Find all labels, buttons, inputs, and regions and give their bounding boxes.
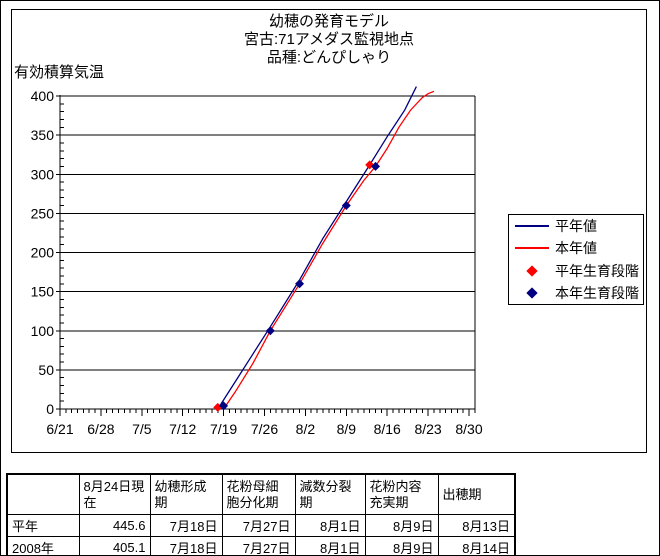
table-cell: 7月18日 [149,536,223,555]
x-axis-tick-label: 8/30 [455,421,482,437]
legend-line-swatch [509,247,555,250]
table-cell: 7月27日 [221,536,296,555]
chart-title: 幼穂の発育モデル 宮古:71アメダス監視地点 品種:どんぴしゃり [11,13,647,67]
table-header-cell [6,473,80,515]
table-header-cell: 出穂期 [437,473,516,515]
x-axis-tick-label: 7/12 [169,421,196,437]
series-line [217,86,417,410]
legend-normal-year-stage: 平年生育段階 [509,260,643,282]
line-sample [515,225,549,228]
table-row-label: 2008年 [6,536,80,555]
y-axis-tick-label: 350 [31,127,55,143]
legend-line-swatch [509,225,555,228]
x-axis-tick-label: 8/23 [414,421,441,437]
chart-title-line1: 幼穂の発育モデル [268,13,389,30]
chart-title-line3: 品種:どんぴしゃり [266,49,392,66]
table-cell: 8月9日 [364,514,439,537]
growth-stage-table: 8月24日現在 幼穂形成期 花粉母細胞分化期 減数分裂期 花粉内容充実期 出穂期 平年 445… [6,473,516,555]
y-axis-tick-label: 150 [31,284,55,300]
chart-plot: 6/21 6/28 7/5 7/12 7/19 7/26 8/2 8/9 8/16 8/23 8/3… [31,86,483,437]
x-axis-tick-label: 8/2 [296,421,316,437]
growth-stage-marker [265,326,275,336]
table-header-row: 8月24日現在 幼穂形成期 花粉母細胞分化期 減数分裂期 花粉内容充実期 出穂期 [6,473,516,515]
y-axis-tick-label: 100 [31,323,55,339]
table-header-cell: 花粉内容充実期 [364,473,439,515]
legend-label: 平年値 [555,218,597,235]
x-axis-tick-label: 7/19 [210,421,237,437]
table-cell: 7月27日 [221,514,296,537]
legend-diamond-icon [509,264,555,277]
table-header-cell: 花粉母細胞分化期 [221,473,296,515]
line-sample [515,247,549,250]
legend-label: 本年生育段階 [555,284,639,301]
table-cell: 7月18日 [149,514,223,537]
y-axis-tick-label: 300 [31,166,55,182]
y-axis-tick-label: 0 [46,401,54,417]
table-cell: 445.6 [78,514,151,537]
growth-stage-marker [371,161,381,171]
table-cell: 8月1日 [294,514,366,537]
chart-legend: 平年値本年値平年生育段階 本年生育段階 [508,214,644,305]
table-cell: 8月1日 [294,536,366,555]
table-cell: 405.1 [78,536,151,555]
x-axis-tick-label: 8/16 [374,421,401,437]
growth-stage-marker [295,279,305,289]
y-axis-title: 有効積算気温 [14,64,105,81]
legend-label: 本年値 [555,240,597,257]
x-axis-tick-label: 7/5 [132,421,152,437]
x-axis-tick-label: 8/9 [337,421,357,437]
legend-label: 平年生育段階 [555,262,639,279]
y-axis-tick-label: 200 [31,245,55,261]
diamond-icon [526,264,538,277]
growth-stage-marker [341,201,351,211]
table-header-cell: 幼穂形成期 [149,473,223,515]
growth-stage-marker [219,401,229,411]
series-line [223,90,435,410]
legend-diamond-icon [509,287,555,299]
x-axis-tick-label: 6/28 [87,421,114,437]
diamond-icon [526,287,538,299]
y-axis-tick-label: 50 [38,362,54,378]
x-axis-tick-label: 6/21 [46,421,73,437]
table-row: 2008年 405.1 7月18日 7月27日 8月1日 8月9日 8月14日 [6,536,516,555]
table-cell: 8月13日 [437,514,516,537]
table-header-cell: 8月24日現在 [78,473,151,515]
legend-this-year-line: 本年値 [509,237,643,259]
x-axis-tick-label: 7/26 [251,421,278,437]
table-row-label: 平年 [6,514,80,537]
y-axis-tick-label: 250 [31,205,55,221]
table-row: 平年 445.6 7月18日 7月27日 8月1日 8月9日 8月13日 [6,514,516,537]
table-header-cell: 減数分裂期 [294,473,366,515]
chart-title-line2: 宮古:71アメダス監視地点 [243,31,415,48]
legend-this-year-stage: 本年生育段階 [509,282,643,304]
table-cell: 8月14日 [437,536,516,555]
legend-normal-year-line: 平年値 [509,215,643,237]
table-cell: 8月9日 [364,536,439,555]
y-axis-tick-label: 400 [31,88,55,104]
